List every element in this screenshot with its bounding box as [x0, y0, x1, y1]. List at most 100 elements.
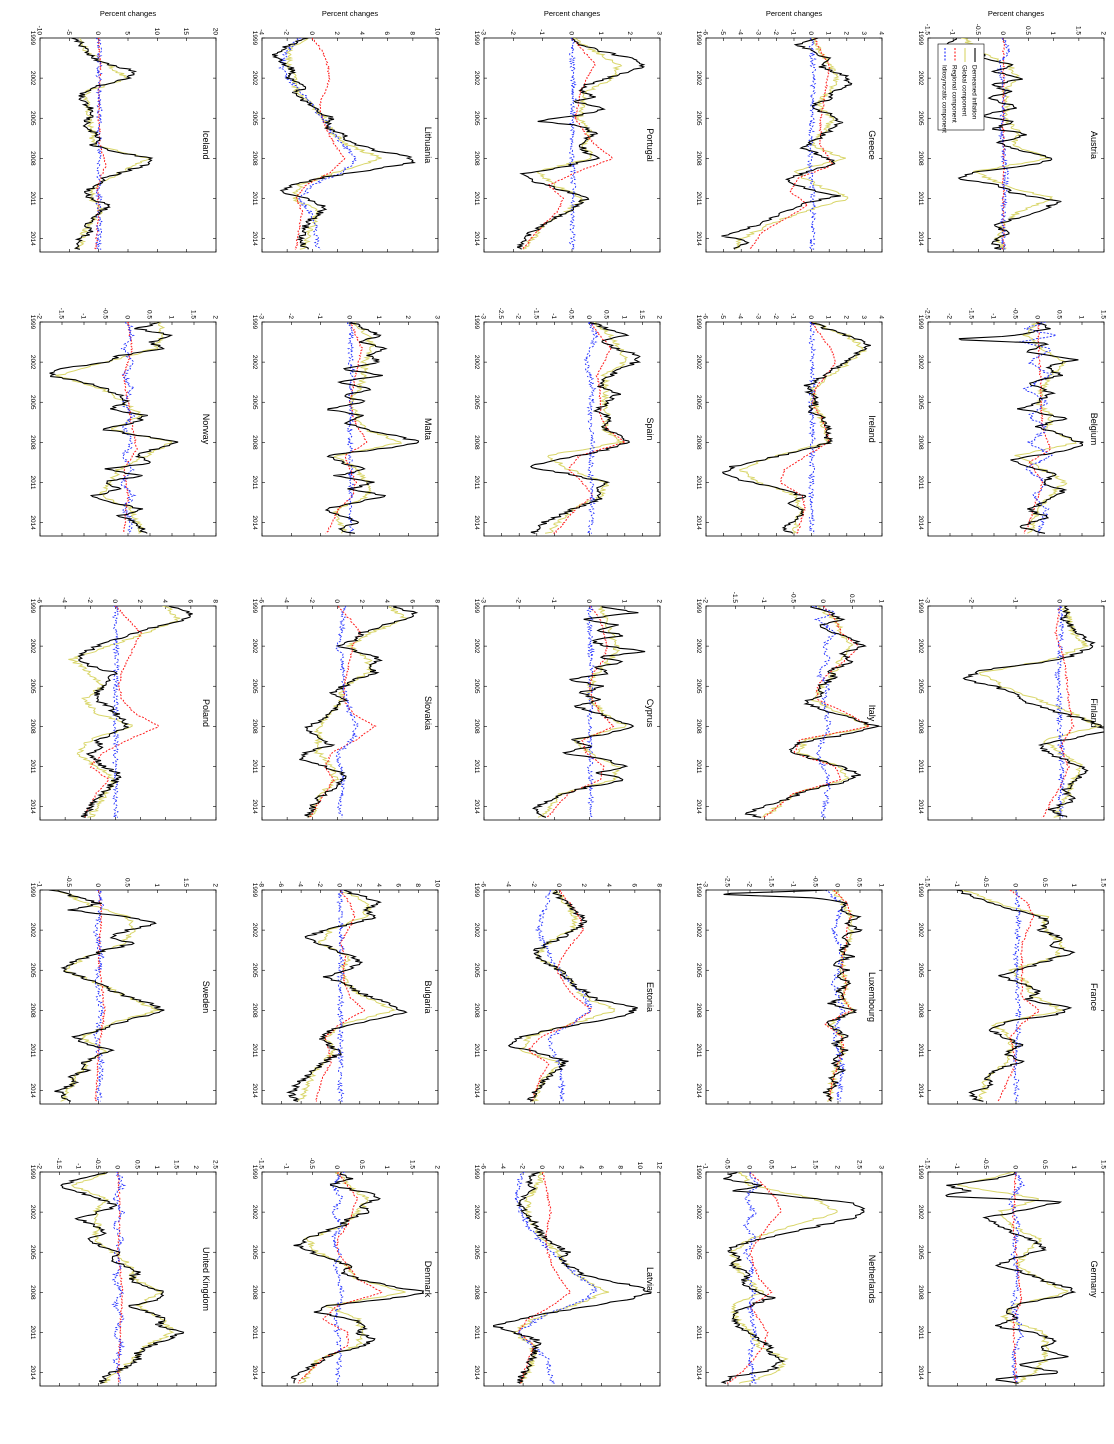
panel-lithuania: Lithuania -4 -2 0 2 4 6 8 10 1999 2002 2005 2008 2011…: [251, 9, 441, 253]
y-tick-label: 2.5: [212, 1160, 219, 1169]
y-tick-label: -1.5: [532, 308, 539, 320]
x-tick-label: 1999: [29, 31, 36, 46]
y-tick-label: 0: [585, 315, 592, 319]
x-tick-label: 2008: [917, 1003, 924, 1018]
demeaned-series-line: [723, 890, 863, 1102]
global-series-line: [70, 1172, 175, 1384]
panel-finland: Finland -3 -2 -1 0 1 1999 2002 2005 2008 2011 2014: [917, 597, 1107, 821]
x-tick-label: 2014: [29, 1365, 36, 1380]
panel-united-kingdom: United Kingdom -2 -1.5 -1 -0.5 0 0.5 1 1.5 2 2.5 19…: [29, 1158, 219, 1387]
global-series-line: [333, 322, 403, 534]
y-tick-label: 1: [383, 1165, 390, 1169]
x-tick-label: 2014: [917, 1365, 924, 1380]
y-tick-label: -1.5: [258, 1158, 265, 1170]
y-tick-label: -0.5: [812, 876, 819, 888]
y-tick-label: 4: [383, 599, 390, 603]
x-tick-label: 2005: [695, 395, 702, 410]
x-tick-label: 2008: [473, 151, 480, 166]
demeaned-series-line: [493, 1172, 652, 1384]
demeaned-series-line: [530, 322, 642, 534]
y-tick-label: 3: [656, 31, 663, 35]
y-tick-label: 2: [212, 315, 219, 319]
y-tick-label: 8: [616, 1165, 623, 1169]
y-tick-label: 0: [538, 1165, 545, 1169]
global-series-line: [55, 322, 173, 534]
y-tick-label: 8: [414, 883, 421, 887]
x-tick-label: 1999: [251, 1165, 258, 1180]
regional-series-line: [308, 606, 377, 818]
y-axis-label: Percent changes: [988, 9, 1045, 18]
y-tick-label: 2: [626, 31, 633, 35]
x-tick-label: 2014: [29, 1083, 36, 1098]
y-tick-label: -6: [36, 597, 43, 603]
legend-entry: Demeaned inflation: [971, 65, 978, 120]
y-tick-label: 0: [1012, 1165, 1019, 1169]
regional-series-line: [294, 38, 346, 250]
y-tick-label: -6: [480, 1163, 487, 1169]
panel-spain: Spain -3 -2.5 -2 -1.5 -1 -0.5 0 0.5 1 1.5 2 1999 2002…: [473, 308, 663, 537]
plot-frame: [483, 889, 661, 1105]
panel-title: Sweden: [201, 981, 211, 1014]
x-tick-label: 1999: [251, 599, 258, 614]
plot-frame: [261, 37, 439, 253]
y-tick-label: -3: [480, 597, 487, 603]
x-tick-label: 2011: [917, 1326, 924, 1340]
y-tick-label: -4: [737, 313, 744, 319]
y-tick-label: 6: [186, 599, 193, 603]
y-tick-label: 4: [878, 315, 885, 319]
y-tick-label: 0: [94, 31, 101, 35]
x-tick-label: 2002: [917, 1205, 924, 1220]
idiosyncratic-series-line: [512, 1172, 598, 1384]
demeaned-series-line: [956, 890, 1076, 1102]
x-tick-label: 2014: [695, 515, 702, 530]
y-tick-label: -2: [316, 881, 323, 887]
panel-title: Spain: [645, 417, 655, 440]
y-tick-label: -6: [702, 29, 709, 35]
demeaned-series-line: [77, 606, 193, 818]
y-tick-label: 1.5: [1074, 26, 1081, 35]
y-tick-label: 2: [434, 1165, 441, 1169]
x-tick-label: 2014: [695, 1083, 702, 1098]
x-tick-label: 2011: [695, 1044, 702, 1058]
x-tick-label: 1999: [29, 1165, 36, 1180]
y-tick-label: -1: [538, 29, 545, 35]
panel-ireland: Ireland -6 -5 -4 -3 -2 -1 0 1 2 3 4 1999 2002 2005 2008…: [695, 313, 885, 537]
x-tick-label: 2002: [29, 1205, 36, 1220]
panel-title: Lithuania: [423, 127, 433, 164]
y-tick-label: 0: [568, 31, 575, 35]
regional-series-line: [520, 38, 613, 250]
x-tick-label: 2005: [473, 111, 480, 126]
y-tick-label: 0.5: [1041, 1160, 1048, 1169]
y-tick-label: 1.5: [190, 310, 197, 319]
y-tick-label: -1.5: [968, 308, 975, 320]
y-axis-label: Percent changes: [766, 9, 823, 18]
y-tick-label: -3: [258, 313, 265, 319]
y-tick-label: 8: [212, 599, 219, 603]
x-tick-label: 2011: [251, 192, 258, 206]
panel-title: United Kingdom: [201, 1247, 211, 1311]
y-tick-label: -0.5: [94, 1158, 101, 1170]
y-tick-label: -2: [519, 1163, 526, 1169]
x-tick-label: 2011: [251, 760, 258, 774]
x-tick-label: 2014: [473, 515, 480, 530]
x-tick-label: 1999: [473, 1165, 480, 1180]
y-tick-label: 2: [580, 883, 587, 887]
x-tick-label: 2005: [251, 111, 258, 126]
y-tick-label: -1: [550, 313, 557, 319]
y-tick-label: 1: [1100, 599, 1107, 603]
y-tick-label: 2: [333, 31, 340, 35]
x-tick-label: 2011: [917, 192, 924, 206]
legend-entry: Regional component: [951, 65, 958, 123]
plot-frame: [705, 37, 883, 253]
x-tick-label: 2002: [695, 639, 702, 654]
regional-series-line: [997, 890, 1040, 1102]
y-tick-label: -2: [515, 597, 522, 603]
y-tick-label: 6: [394, 883, 401, 887]
y-tick-label: 6: [408, 599, 415, 603]
x-tick-label: 1999: [695, 315, 702, 330]
y-tick-label: 2: [842, 31, 849, 35]
y-tick-label: 1: [153, 1165, 160, 1169]
y-tick-label: 0.5: [133, 1160, 140, 1169]
y-tick-label: 1.5: [812, 1160, 819, 1169]
regional-series-line: [84, 606, 159, 818]
